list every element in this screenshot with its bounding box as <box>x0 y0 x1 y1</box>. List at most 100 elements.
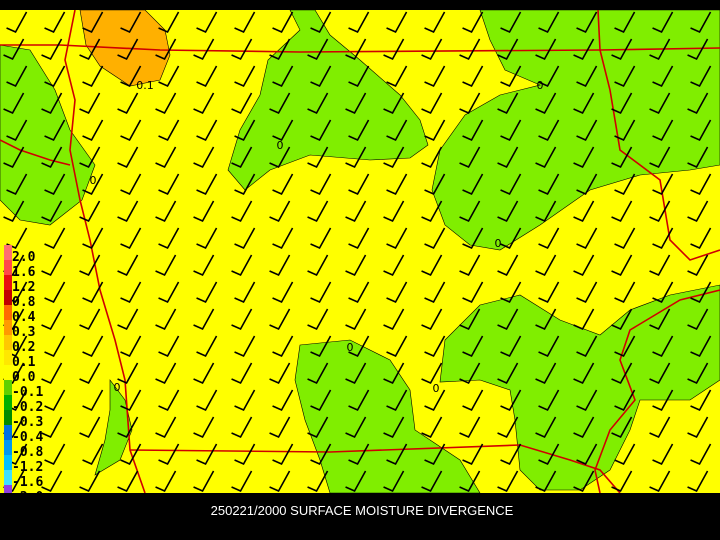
wind-barb <box>44 335 66 358</box>
wind-barb <box>196 389 218 412</box>
wind-barb <box>652 173 674 196</box>
wind-barb <box>652 389 674 412</box>
wind-barb <box>573 416 595 439</box>
wind-barb <box>687 470 709 493</box>
legend-swatch <box>4 305 12 320</box>
wind-barb <box>421 200 443 223</box>
wind-barb <box>348 173 370 196</box>
wind-barb <box>193 470 215 493</box>
wind-barb <box>500 119 522 142</box>
wind-barb <box>535 92 557 115</box>
wind-barb <box>576 119 598 142</box>
wind-barb <box>345 470 367 493</box>
wind-barb <box>117 92 139 115</box>
wind-barb <box>383 254 405 277</box>
wind-barb <box>231 92 253 115</box>
negative-areas <box>0 10 720 493</box>
wind-barb <box>538 227 560 250</box>
wind-barb <box>383 200 405 223</box>
wind-barb <box>576 11 598 34</box>
wind-barb <box>348 335 370 358</box>
wind-barb <box>158 227 180 250</box>
wind-barb <box>3 38 25 61</box>
legend-label: 1.2 <box>12 280 35 295</box>
wind-barb <box>652 443 674 466</box>
wind-barb <box>614 119 636 142</box>
wind-barb <box>424 389 446 412</box>
wind-barb <box>193 38 215 61</box>
wind-barb <box>348 443 370 466</box>
wind-barb <box>535 38 557 61</box>
wind-barb <box>79 416 101 439</box>
wind-barb <box>459 470 481 493</box>
wind-barb <box>82 173 104 196</box>
wind-barb <box>82 443 104 466</box>
wind-barb <box>386 281 408 304</box>
wind-barb <box>310 11 332 34</box>
wind-barb <box>44 11 66 34</box>
wind-barb <box>500 335 522 358</box>
wind-barb <box>538 335 560 358</box>
wind-barb <box>386 389 408 412</box>
wind-barb <box>573 38 595 61</box>
wind-barb <box>421 362 443 385</box>
wind-barb <box>649 200 671 223</box>
wind-barb <box>690 227 712 250</box>
wind-barb <box>500 173 522 196</box>
wind-barb <box>120 281 142 304</box>
wind-barb <box>576 335 598 358</box>
wind-barb <box>158 281 180 304</box>
wind-barb <box>348 389 370 412</box>
legend-swatch <box>4 410 12 425</box>
wind-barb <box>196 443 218 466</box>
wind-barb <box>535 200 557 223</box>
wind-barb <box>424 65 446 88</box>
wind-barb <box>234 443 256 466</box>
wind-barb <box>155 146 177 169</box>
wind-barb <box>611 416 633 439</box>
wind-barb <box>497 308 519 331</box>
wind-barb <box>269 254 291 277</box>
wind-barb <box>649 92 671 115</box>
wind-barb <box>576 443 598 466</box>
legend-swatch <box>4 380 12 395</box>
wind-barb <box>614 227 636 250</box>
wind-barb <box>614 11 636 34</box>
wind-barb <box>383 146 405 169</box>
wind-barb <box>611 470 633 493</box>
wind-barb <box>196 335 218 358</box>
wind-barb <box>120 173 142 196</box>
wind-barb <box>614 65 636 88</box>
wind-barb <box>272 65 294 88</box>
wind-barb <box>462 227 484 250</box>
wind-barb <box>234 227 256 250</box>
legend-swatch <box>4 260 12 275</box>
wind-barb <box>459 362 481 385</box>
wind-barb <box>462 65 484 88</box>
wind-barb <box>611 362 633 385</box>
wind-barb <box>231 146 253 169</box>
wind-barb <box>497 92 519 115</box>
wind-barb <box>538 119 560 142</box>
wind-barb <box>231 38 253 61</box>
wind-barb <box>497 146 519 169</box>
wind-barb <box>576 227 598 250</box>
wind-barb <box>459 200 481 223</box>
wind-barb <box>535 308 557 331</box>
legend-label: 0.2 <box>12 340 35 355</box>
wind-barb <box>120 65 142 88</box>
wind-barb <box>155 470 177 493</box>
wind-barb <box>573 470 595 493</box>
wind-barb <box>158 389 180 412</box>
wind-barb <box>82 335 104 358</box>
wind-barb <box>234 65 256 88</box>
wind-barb <box>41 200 63 223</box>
wind-barb <box>44 119 66 142</box>
wind-barb <box>421 254 443 277</box>
wind-barb <box>234 11 256 34</box>
wind-barb <box>535 470 557 493</box>
wind-barb <box>690 119 712 142</box>
wind-barb <box>424 443 446 466</box>
wind-barb <box>79 38 101 61</box>
wind-barb <box>117 254 139 277</box>
